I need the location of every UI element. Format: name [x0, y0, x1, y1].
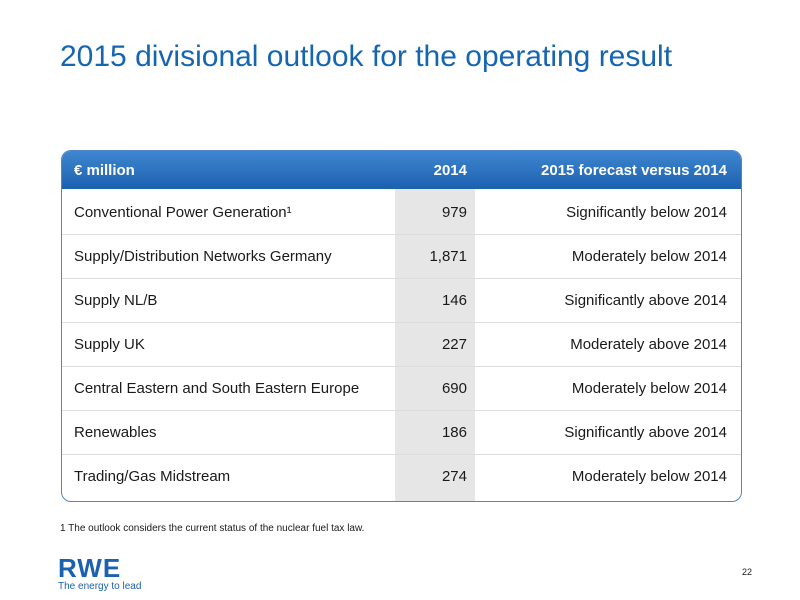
table-row: Supply UK 227 Moderately above 2014 [62, 323, 741, 367]
value-2014: 1,871 [429, 248, 467, 265]
row-divider [62, 322, 741, 323]
logo-tagline: The energy to lead [58, 581, 142, 592]
header-forecast: 2015 forecast versus 2014 [541, 162, 727, 179]
footnote-text: The outlook considers the current status… [68, 523, 365, 534]
value-2014: 227 [441, 336, 467, 353]
division-name: Renewables [74, 424, 157, 441]
table-row: Renewables 186 Significantly above 2014 [62, 411, 741, 455]
division-name: Supply/Distribution Networks Germany [74, 248, 332, 265]
value-2014: 146 [441, 292, 467, 309]
year-column-shading [395, 189, 475, 501]
forecast-text: Moderately below 2014 [571, 380, 727, 397]
division-name: Central Eastern and South Eastern Europe [74, 380, 360, 397]
division-name: Conventional Power Generation¹ [74, 204, 292, 221]
value-2014: 690 [441, 380, 467, 397]
division-name: Supply NL/B [74, 292, 158, 309]
header-year-2014: 2014 [433, 162, 467, 179]
page-title: 2015 divisional outlook for the operatin… [60, 40, 673, 73]
forecast-text: Significantly above 2014 [564, 424, 727, 441]
outlook-table: € million 2014 2015 forecast versus 2014… [61, 150, 742, 502]
page-number: 22 [741, 567, 752, 577]
footnote-marker: 1 [60, 523, 66, 534]
division-name: Supply UK [74, 336, 145, 353]
header-unit: € million [74, 162, 135, 179]
division-name: Trading/Gas Midstream [74, 468, 231, 485]
forecast-text: Significantly above 2014 [564, 292, 727, 309]
table-row: Trading/Gas Midstream 274 Moderately bel… [62, 455, 741, 499]
row-divider [62, 410, 741, 411]
table-header-row: € million 2014 2015 forecast versus 2014 [62, 151, 741, 189]
footnote: 1 The outlook considers the current stat… [60, 523, 364, 534]
table-row: Supply NL/B 146 Significantly above 2014 [62, 279, 741, 323]
value-2014: 186 [441, 424, 467, 441]
forecast-text: Moderately above 2014 [570, 336, 727, 353]
table-row: Conventional Power Generation¹ 979 Signi… [62, 191, 741, 235]
table-row: Supply/Distribution Networks Germany 1,8… [62, 235, 741, 279]
forecast-text: Moderately below 2014 [571, 468, 727, 485]
value-2014: 979 [441, 204, 467, 221]
table-row: Central Eastern and South Eastern Europe… [62, 367, 741, 411]
logo-wordmark: RWE [58, 553, 122, 583]
forecast-text: Moderately below 2014 [571, 248, 727, 265]
row-divider [62, 454, 741, 455]
row-divider [62, 278, 741, 279]
value-2014: 274 [441, 468, 467, 485]
rwe-logo: RWE The energy to lead [58, 555, 141, 593]
table-body: Conventional Power Generation¹ 979 Signi… [62, 191, 741, 499]
forecast-text: Significantly below 2014 [566, 204, 727, 221]
row-divider [62, 234, 741, 235]
row-divider [62, 366, 741, 367]
